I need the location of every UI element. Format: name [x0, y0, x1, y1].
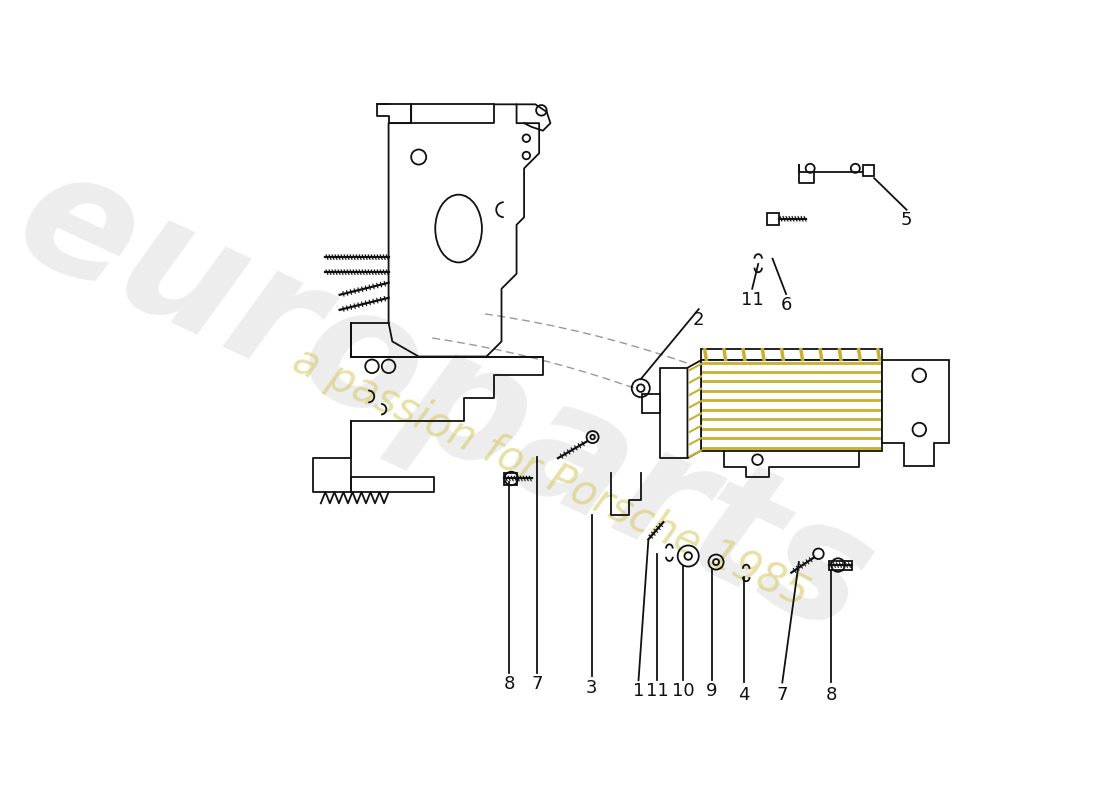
Text: 7: 7	[531, 675, 542, 693]
Text: 2: 2	[693, 311, 704, 330]
Polygon shape	[701, 349, 882, 360]
Text: 4: 4	[738, 686, 750, 703]
Polygon shape	[768, 214, 779, 225]
Text: 8: 8	[504, 675, 515, 693]
Text: 5: 5	[901, 211, 912, 230]
Text: 8: 8	[826, 686, 837, 703]
Polygon shape	[688, 360, 701, 458]
Text: 7: 7	[777, 686, 788, 703]
Text: 11: 11	[740, 291, 763, 309]
Text: 11: 11	[646, 682, 669, 701]
Text: 9: 9	[706, 682, 717, 701]
Polygon shape	[642, 394, 660, 413]
Polygon shape	[862, 165, 874, 176]
Text: europarts: europarts	[0, 134, 896, 670]
Polygon shape	[701, 360, 882, 450]
Polygon shape	[829, 562, 851, 570]
Text: 3: 3	[586, 678, 597, 697]
Text: 10: 10	[672, 682, 694, 701]
Text: a passion for Porsche 1985: a passion for Porsche 1985	[286, 338, 815, 615]
Polygon shape	[504, 474, 517, 485]
Text: 6: 6	[780, 296, 792, 314]
Polygon shape	[882, 360, 949, 466]
Text: 1: 1	[632, 682, 645, 701]
